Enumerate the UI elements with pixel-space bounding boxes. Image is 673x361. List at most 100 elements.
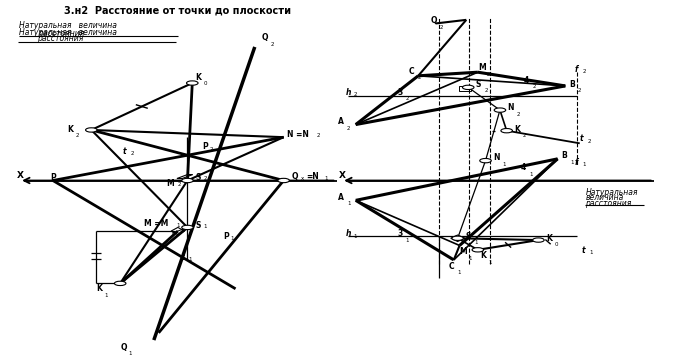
Circle shape [452,236,464,240]
Text: 2: 2 [588,139,591,144]
Text: S: S [476,80,481,89]
Text: M =M: M =M [144,219,169,228]
Text: M: M [478,64,486,72]
Text: 1: 1 [474,240,477,245]
Text: C: C [449,262,455,271]
Text: 0: 0 [204,81,207,86]
Text: 3: 3 [397,230,402,238]
Circle shape [114,281,126,286]
Text: расстояния: расстояния [586,199,632,208]
Text: t: t [123,147,127,156]
Text: f: f [575,158,578,167]
FancyArrowPatch shape [172,229,183,233]
Text: K: K [195,73,201,82]
Text: 1: 1 [583,162,586,167]
Text: Q: Q [262,34,268,42]
Circle shape [186,81,198,85]
Text: S: S [465,232,470,240]
Text: 1: 1 [406,238,409,243]
Text: Натуральная: Натуральная [586,188,638,196]
Text: B: B [561,152,567,160]
Text: 2: 2 [485,88,488,93]
Text: 2: 2 [578,88,581,93]
Text: P: P [50,173,56,182]
Text: 1: 1 [231,236,234,241]
Text: 2: 2 [76,133,79,138]
Text: 2: 2 [487,72,490,77]
Circle shape [532,238,544,242]
Circle shape [182,225,193,230]
Text: t: t [579,135,583,143]
Text: P: P [223,232,229,241]
Text: K: K [546,234,552,243]
Text: x: x [301,176,304,181]
Text: h: h [346,88,351,96]
Text: M: M [460,248,467,256]
Text: 3.н2  Расстояние от точки до плоскости: 3.н2 Расстояние от точки до плоскости [65,6,291,16]
Text: N =N: N =N [287,130,310,139]
Circle shape [462,85,474,90]
Circle shape [494,108,505,112]
Text: x: x [61,178,65,183]
Text: 2: 2 [516,112,520,117]
Text: K: K [480,251,486,260]
Text: 2: 2 [583,69,586,74]
Text: 1: 1 [354,234,357,239]
Text: 4: 4 [521,163,526,172]
Text: K: K [514,125,520,134]
Bar [458,86,471,91]
Text: Натуральная   величина: Натуральная величина [20,22,117,30]
Text: 1: 1 [502,162,505,167]
Text: 2: 2 [178,182,181,187]
Text: 1: 1 [347,201,351,206]
Text: 1: 1 [570,160,573,165]
Text: A: A [339,193,345,202]
Circle shape [480,158,491,163]
Text: 2: 2 [439,25,443,30]
Text: Натуральная   величина: Натуральная величина [20,28,117,37]
Text: 1: 1 [458,270,461,275]
Circle shape [472,248,484,252]
Text: 2: 2 [270,42,274,47]
Text: 2: 2 [347,126,351,131]
Text: 1: 1 [204,224,207,229]
Text: 3: 3 [397,88,402,96]
Text: 1: 1 [590,250,593,255]
Text: B: B [569,80,575,88]
Text: величина: величина [586,193,624,202]
Text: 1: 1 [489,260,492,265]
Text: S: S [195,173,201,182]
Text: 1: 1 [324,176,328,181]
Circle shape [278,178,289,183]
Text: Q: Q [291,173,298,181]
Text: 1: 1 [129,351,133,356]
Circle shape [85,128,97,132]
Text: 1: 1 [468,256,472,261]
Text: 2: 2 [131,151,134,156]
Circle shape [501,129,512,133]
Text: N: N [507,104,514,112]
Text: 2: 2 [406,96,409,101]
Text: S: S [195,221,201,230]
Text: X: X [17,171,24,180]
Text: 1: 1 [188,257,192,262]
Text: 4: 4 [524,76,529,84]
Circle shape [182,178,193,183]
Text: M: M [166,179,174,187]
Text: 2: 2 [532,84,536,89]
Text: расстояния: расстояния [38,29,85,38]
Text: 1: 1 [105,293,108,298]
Text: C: C [409,67,415,76]
Text: K: K [67,125,73,134]
Text: f: f [575,65,578,74]
Text: Q: Q [431,17,437,25]
Text: 2: 2 [204,177,207,182]
Text: t: t [181,253,184,262]
Text: 2: 2 [354,92,357,97]
Text: 1: 1 [176,223,180,228]
Text: 2: 2 [417,75,421,81]
Text: 0: 0 [555,242,558,247]
Text: K: K [96,284,102,293]
Text: N: N [493,153,500,162]
Text: t: t [581,246,586,255]
